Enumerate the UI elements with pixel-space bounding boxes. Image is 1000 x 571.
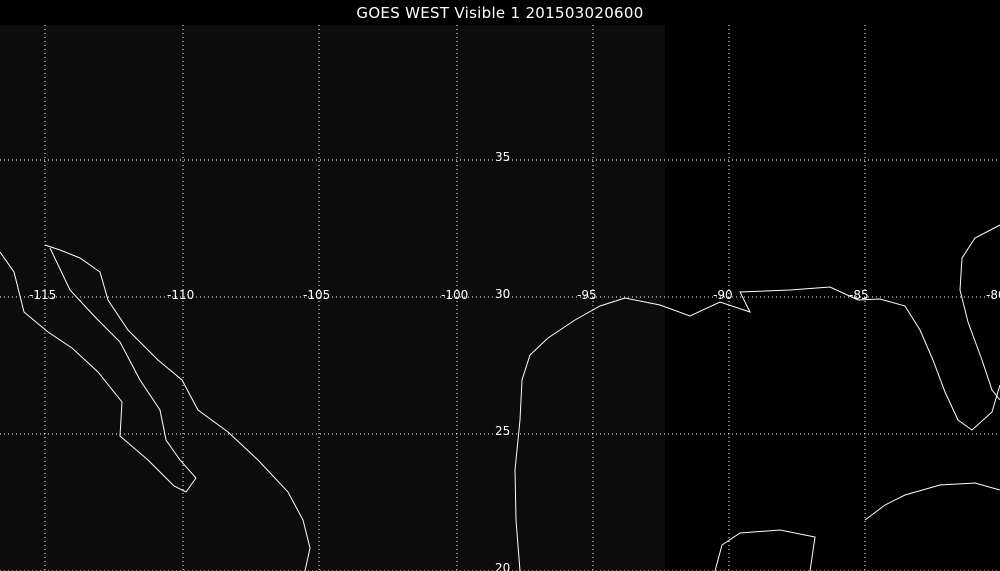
coastlines (0, 224, 1000, 571)
longitude-label: -80 (986, 288, 1000, 302)
longitude-label: -105 (303, 288, 330, 302)
longitude-label: -100 (441, 288, 468, 302)
latitude-label: 20 (495, 561, 510, 571)
longitude-label: -85 (849, 288, 869, 302)
coastline-mexico-mainland (44, 244, 311, 571)
grid-labels: -115 -110 -105 -100 -95 -90 -85 -80 35 30 25 20 (29, 150, 1000, 571)
image-title: GOES WEST Visible 1 201503020600 (356, 4, 644, 22)
coastline-florida-east (959, 224, 1000, 401)
coverage-area (0, 25, 665, 571)
latitude-label: 35 (495, 150, 510, 164)
longitude-label: -110 (167, 288, 194, 302)
latitude-label: 25 (495, 424, 510, 438)
coastline-baja-california (0, 247, 197, 493)
coastline-gulf-of-mexico (514, 286, 1000, 571)
coastline-yucatan (714, 529, 816, 571)
coastline-cuba (864, 482, 1000, 521)
lat-lon-grid (0, 25, 1000, 571)
longitude-label: -115 (29, 288, 56, 302)
longitude-label: -95 (577, 288, 597, 302)
latitude-label: 30 (495, 287, 510, 301)
longitude-label: -90 (713, 288, 733, 302)
